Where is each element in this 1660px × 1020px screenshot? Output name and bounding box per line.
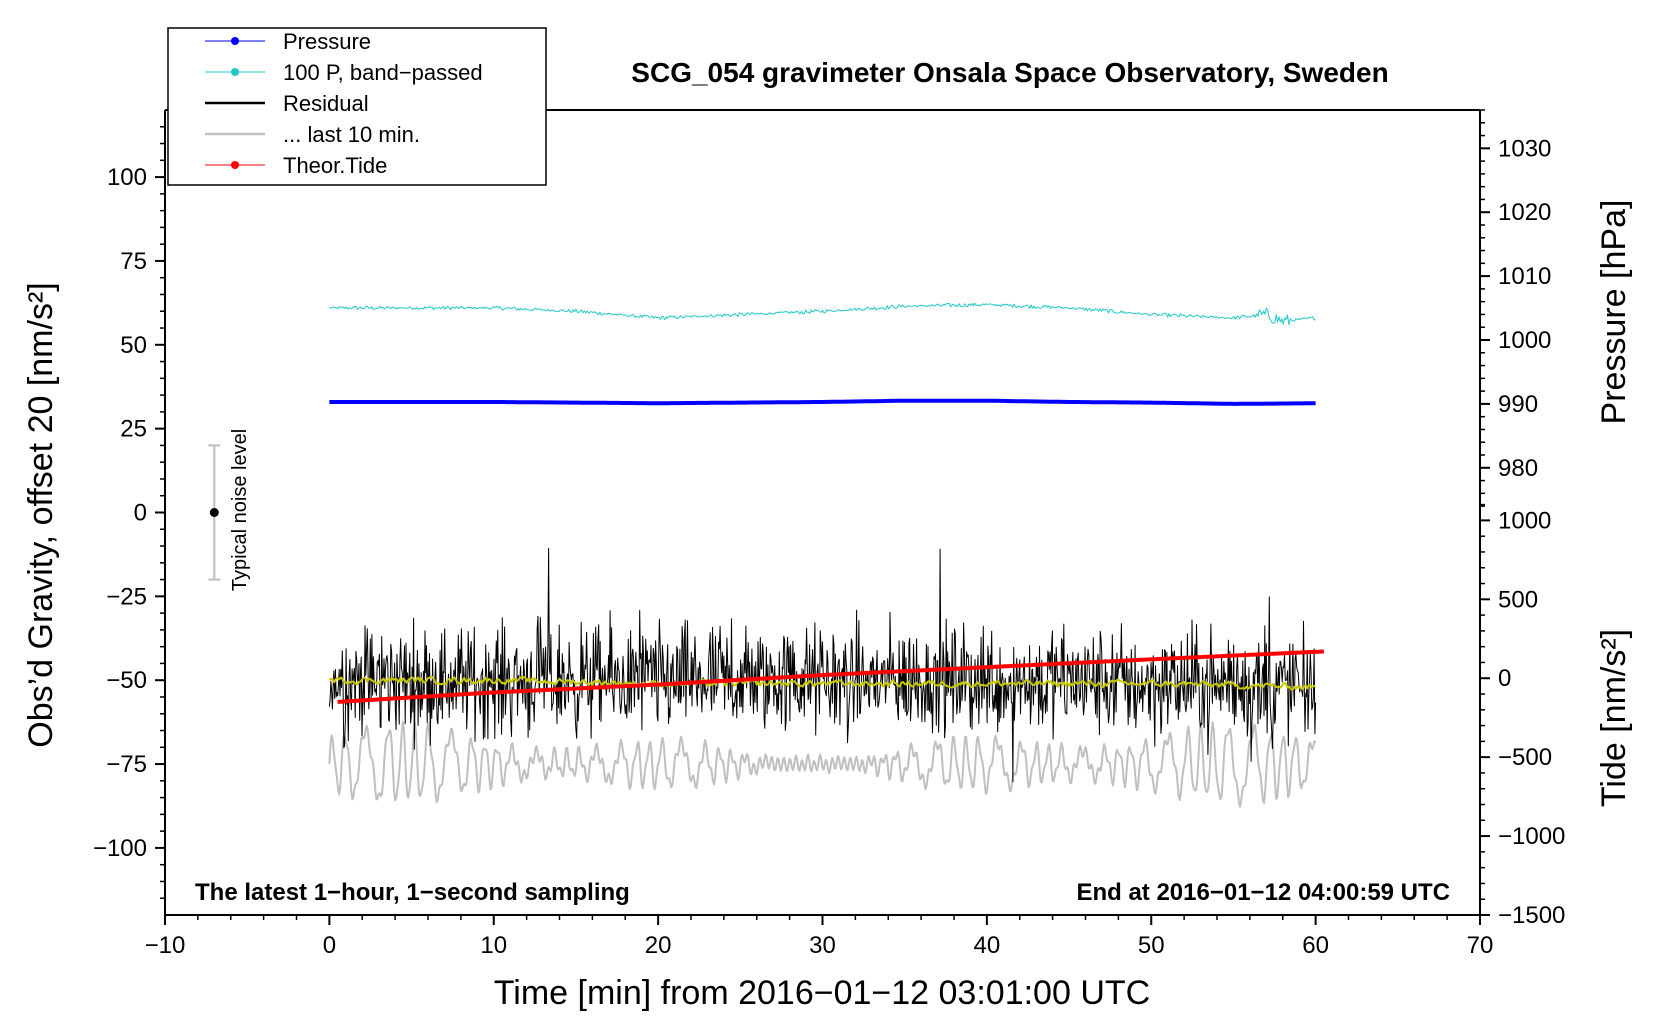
tide-axis-ticks: −1500 −1000 −500 0 500 1000 <box>1480 503 1565 929</box>
tide-tick-label: −500 <box>1498 744 1552 771</box>
left-tick-label: 50 <box>120 332 147 359</box>
x-tick-label: 30 <box>809 932 836 959</box>
legend-swatch-dot <box>231 68 239 76</box>
pressure-tick-label: 980 <box>1498 455 1538 482</box>
pressure-tick-label: 1010 <box>1498 263 1551 290</box>
pressure-axis-title: Pressure [hPa] <box>1595 200 1633 425</box>
left-tick-label: −25 <box>106 583 147 610</box>
tide-tick-label: 500 <box>1498 586 1538 613</box>
legend-label: Residual <box>283 91 369 116</box>
left-tick-label: 75 <box>120 248 147 275</box>
x-tick-label: 40 <box>974 932 1001 959</box>
tide-tick-label: −1500 <box>1498 902 1565 929</box>
legend-box <box>167 27 547 186</box>
legend-label: Pressure <box>283 29 371 54</box>
series-line-residual <box>328 547 1317 783</box>
x-tick-label: 0 <box>323 932 336 959</box>
x-tick-label: 10 <box>480 932 507 959</box>
pressure-axis-ticks: 980 990 1000 1010 1020 1030 <box>1480 109 1551 507</box>
series-lines <box>328 302 1324 808</box>
legend-swatch-dot <box>231 37 239 45</box>
pressure-tick-label: 1020 <box>1498 199 1551 226</box>
series-line-100-p-band-passed <box>329 302 1316 325</box>
left-tick-label: 100 <box>107 164 147 191</box>
pressure-tick-label: 1030 <box>1498 135 1551 162</box>
noise-bar-center-dot <box>209 508 219 517</box>
x-tick-label: 60 <box>1302 932 1329 959</box>
x-tick-label: 20 <box>645 932 672 959</box>
left-axis-ticks: −100 −75 −50 −25 0 25 50 75 100 <box>93 126 165 899</box>
left-tick-label: −100 <box>93 835 147 862</box>
left-tick-label: −75 <box>106 751 147 778</box>
legend-swatch-dot <box>231 161 239 169</box>
left-tick-label: 0 <box>134 500 147 527</box>
left-tick-label: 25 <box>120 416 147 443</box>
legend-label: Theor.Tide <box>283 153 387 178</box>
tide-tick-label: 1000 <box>1498 507 1551 534</box>
x-tick-label: 50 <box>1138 932 1165 959</box>
chart-title: SCG_054 gravimeter Onsala Space Observat… <box>631 57 1388 88</box>
tide-tick-label: 0 <box>1498 665 1511 692</box>
series-line-last-10-min <box>328 720 1317 808</box>
series-line-pressure <box>329 398 1316 406</box>
x-tick-label: −10 <box>145 932 186 959</box>
x-tick-label: 70 <box>1467 932 1494 959</box>
legend-label: ... last 10 min. <box>283 122 420 147</box>
pressure-tick-label: 1000 <box>1498 327 1551 354</box>
sampling-annotation: The latest 1−hour, 1−second sampling <box>195 879 630 906</box>
x-axis-title: Time [min] from 2016−01−12 03:01:00 UTC <box>494 974 1150 1012</box>
series-line-residual-smoothed <box>328 675 1316 691</box>
legend: Pressure 100 P, band−passed Residual ... la… <box>167 27 547 186</box>
end-time-annotation: End at 2016−01−12 04:00:59 UTC <box>1076 879 1450 906</box>
x-axis-ticks: −10 0 10 20 30 40 50 60 70 <box>145 915 1494 959</box>
pressure-tick-label: 990 <box>1498 391 1538 418</box>
legend-label: 100 P, band−passed <box>283 60 483 85</box>
tide-axis-title: Tide [nm/s²] <box>1595 629 1633 807</box>
noise-bar <box>208 444 221 581</box>
left-axis-title: Obs’d Gravity, offset 20 [nm/s²] <box>22 282 60 747</box>
left-tick-label: −50 <box>106 667 147 694</box>
series-line-theor-tide <box>337 649 1324 704</box>
noise-level-label: Typical noise level <box>229 429 251 591</box>
tide-tick-label: −1000 <box>1498 823 1565 850</box>
